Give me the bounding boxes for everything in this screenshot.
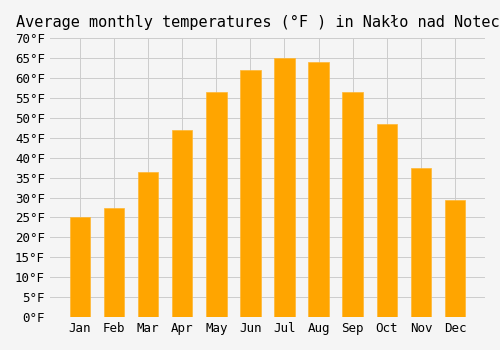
Bar xyxy=(172,130,193,317)
Bar xyxy=(308,62,329,317)
Bar xyxy=(410,168,431,317)
Bar xyxy=(445,199,465,317)
Title: Average monthly temperatures (°F ) in Nakło nad Notecią: Average monthly temperatures (°F ) in Na… xyxy=(16,15,500,30)
Bar xyxy=(104,208,124,317)
Bar xyxy=(240,70,260,317)
Bar xyxy=(376,124,397,317)
Bar xyxy=(206,92,227,317)
Bar xyxy=(70,217,90,317)
Bar xyxy=(342,92,363,317)
Bar xyxy=(274,58,294,317)
Bar xyxy=(138,172,158,317)
